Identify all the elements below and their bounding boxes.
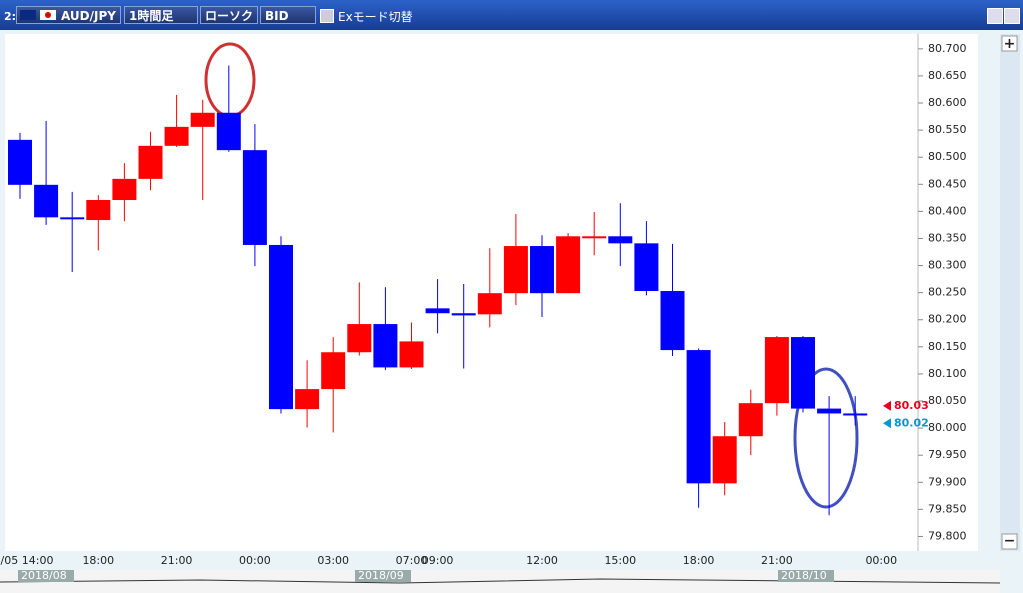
candle-body [477, 293, 502, 315]
navigator-date: 2018/09 [358, 569, 404, 582]
y-tick-label: 79.950 [928, 448, 967, 461]
flag-au [20, 10, 36, 20]
y-tick-label: 80.300 [928, 259, 967, 272]
style-button[interactable]: ローソク [200, 6, 258, 24]
price-label: 80.02 [894, 416, 929, 429]
zoom-in-icon: + [1004, 36, 1016, 52]
candle-body [190, 112, 215, 127]
zoom-out-icon: − [1004, 533, 1016, 549]
candle-body [164, 126, 189, 146]
candle-body [791, 337, 815, 409]
x-tick-label: 10/05 14:00 [0, 554, 53, 567]
x-tick-label: 21:00 [161, 554, 193, 567]
navigator-date: 2018/10 [781, 569, 827, 582]
y-tick-label: 79.800 [928, 529, 967, 542]
axis-area [918, 34, 978, 551]
candle-body [8, 139, 32, 185]
y-tick-label: 80.650 [928, 69, 967, 82]
candle-body [112, 178, 137, 200]
navigator-date-bg [18, 570, 74, 582]
candle-body [425, 308, 450, 314]
x-tick-label: 00:00 [865, 554, 897, 567]
candle-body [347, 324, 372, 353]
close-button[interactable] [1004, 8, 1020, 24]
y-tick-label: 80.400 [928, 204, 967, 217]
candle-body [634, 243, 659, 292]
chart: + − 79.800 79.850 79.900 79.950 80.000 80.050… [0, 30, 1023, 593]
y-tick-label: 80.700 [928, 42, 967, 55]
candle-body [451, 313, 476, 316]
candle-body [817, 408, 842, 414]
x-tick-label: 00:00 [239, 554, 271, 567]
x-tick-label: 09:00 [422, 554, 454, 567]
candle-body [60, 217, 85, 220]
y-tick-label: 80.450 [928, 177, 967, 190]
ex-mode-label: Exモード切替 [338, 10, 413, 24]
x-tick-label: 18:00 [82, 554, 114, 567]
timeframe-button[interactable]: 1時間足 [124, 6, 198, 24]
navigator-date-bg [778, 570, 834, 582]
candle-body [530, 246, 554, 294]
y-tick-label: 79.900 [928, 475, 967, 488]
restore-button[interactable] [987, 8, 1003, 24]
navigator-date: 2018/08 [21, 569, 67, 582]
candle-body [216, 112, 241, 151]
side-button[interactable]: BID [260, 6, 316, 24]
candle-body [843, 413, 868, 416]
candle-body [738, 403, 763, 437]
y-tick-label: 80.550 [928, 123, 967, 136]
price-marker [883, 418, 891, 429]
x-tick-label: 21:00 [761, 554, 793, 567]
candle-body [503, 246, 528, 294]
y-tick-label: 80.000 [928, 421, 967, 434]
candle-body [269, 244, 293, 410]
y-tick-label: 79.850 [928, 502, 967, 515]
candle-body [712, 436, 737, 484]
price-marker [883, 400, 891, 411]
candle-body [242, 150, 267, 245]
x-tick-label: 12:00 [526, 554, 558, 567]
y-tick-label: 80.600 [928, 96, 967, 109]
candle-body [138, 145, 163, 179]
y-tick-label: 80.500 [928, 150, 967, 163]
candle-body [373, 324, 398, 368]
candle-body [582, 236, 607, 239]
candle-body [764, 337, 789, 404]
y-tick-label: 80.200 [928, 313, 967, 326]
y-tick-label: 80.050 [928, 394, 967, 407]
x-tick-label: 15:00 [604, 554, 636, 567]
checkbox[interactable] [320, 9, 334, 23]
window-number: 2: [4, 10, 17, 23]
price-label: 80.03 [894, 399, 929, 412]
highlight-circle [793, 367, 859, 509]
flag-jp [40, 10, 56, 20]
candle-body [660, 291, 685, 351]
y-tick-label: 80.150 [928, 340, 967, 353]
zoom-bar [1000, 34, 1020, 551]
y-tick-label: 80.350 [928, 231, 967, 244]
candle-body [556, 236, 581, 294]
candle-body [686, 350, 711, 484]
candle-body [86, 199, 111, 221]
toolbar: 2: AUD/JPY 1時間足 ローソク BID Exモード切替 [0, 0, 1023, 30]
plot-area [5, 34, 918, 551]
navigator-date-bg [355, 570, 411, 582]
candle-body [295, 389, 320, 410]
y-tick-label: 80.100 [928, 367, 967, 380]
x-tick-label: 07:00 [396, 554, 428, 567]
candle-body [34, 184, 59, 218]
candle-body [321, 352, 346, 390]
candle-body [608, 236, 633, 244]
x-tick-label: 03:00 [317, 554, 349, 567]
y-tick-label: 80.250 [928, 286, 967, 299]
zoom-in[interactable] [1001, 35, 1018, 52]
candle-body [399, 341, 424, 368]
zoom-out[interactable] [1001, 533, 1018, 550]
x-tick-label: 18:00 [683, 554, 715, 567]
